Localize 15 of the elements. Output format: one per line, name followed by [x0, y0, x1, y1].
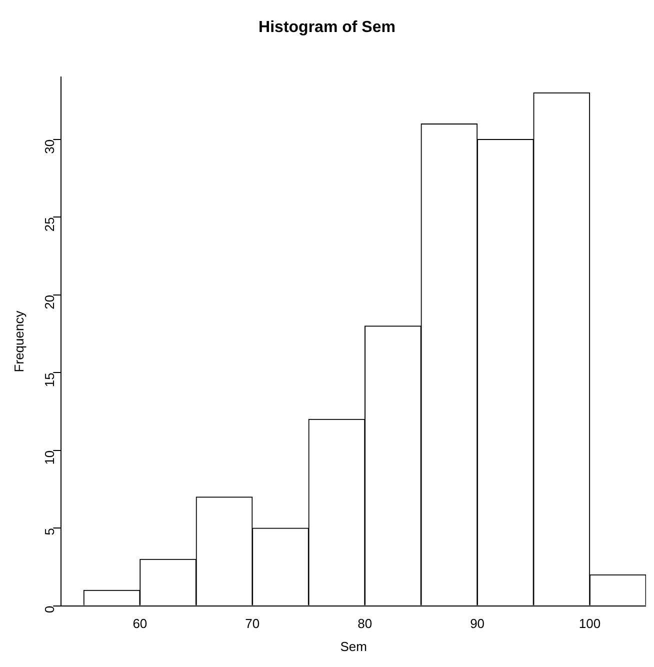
chart-title: Histogram of Sem	[258, 19, 396, 36]
x-axis-title: Sem	[340, 638, 367, 654]
y-tick-label: 30	[42, 139, 57, 154]
y-tick-label: 20	[42, 294, 57, 310]
y-tick-label: 5	[42, 528, 57, 536]
y-tick-label: 25	[42, 217, 57, 232]
x-tick-label: 70	[245, 616, 260, 632]
y-axis-title: Frequency	[11, 310, 26, 372]
y-tick-label: 15	[42, 372, 57, 388]
x-tick-label: 60	[132, 616, 148, 632]
x-tick-label: 100	[578, 616, 601, 632]
x-tick-label: 80	[358, 616, 372, 632]
y-tick-label: 0	[42, 606, 57, 614]
y-tick-label: 10	[42, 450, 57, 465]
x-tick-label: 90	[470, 616, 485, 632]
